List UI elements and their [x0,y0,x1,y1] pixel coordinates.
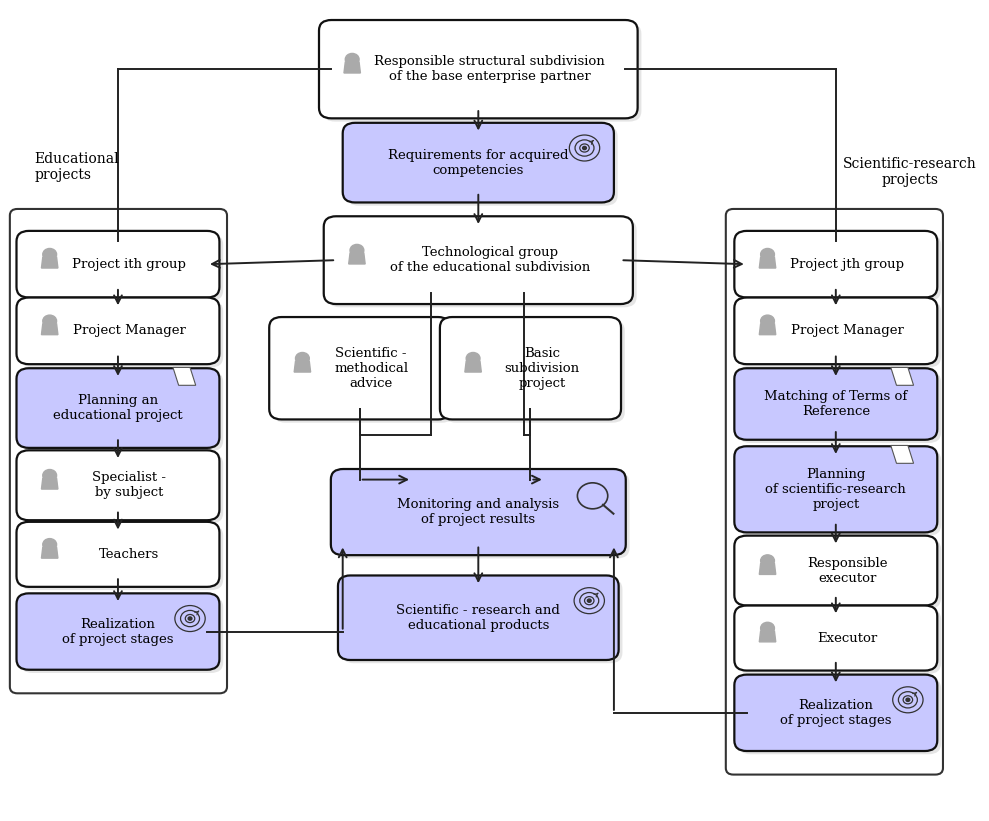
Circle shape [188,617,192,620]
FancyBboxPatch shape [269,317,450,420]
FancyBboxPatch shape [738,609,942,674]
Polygon shape [349,253,365,264]
Text: Project jth group: Project jth group [790,258,904,271]
Circle shape [761,315,774,327]
Circle shape [906,698,910,701]
Polygon shape [760,631,775,642]
FancyBboxPatch shape [738,300,942,368]
FancyBboxPatch shape [17,451,220,521]
Circle shape [43,249,56,260]
FancyBboxPatch shape [735,231,938,297]
Polygon shape [344,62,360,73]
Circle shape [296,352,310,365]
FancyBboxPatch shape [735,447,938,532]
FancyBboxPatch shape [273,320,454,423]
FancyBboxPatch shape [322,23,642,122]
Text: Responsible structural subdivision
of the base enterprise partner: Responsible structural subdivision of th… [374,55,605,83]
FancyBboxPatch shape [17,522,220,587]
FancyBboxPatch shape [343,123,614,203]
Circle shape [43,470,56,481]
Text: Project Manager: Project Manager [73,324,186,337]
FancyBboxPatch shape [323,216,633,304]
Circle shape [583,146,586,149]
FancyBboxPatch shape [738,371,942,443]
Text: Technological group
of the educational subdivision: Technological group of the educational s… [390,246,589,274]
Text: Educational
projects: Educational projects [35,152,119,181]
FancyBboxPatch shape [342,579,622,663]
FancyBboxPatch shape [319,20,638,118]
FancyBboxPatch shape [334,472,630,558]
Circle shape [466,352,480,365]
FancyBboxPatch shape [21,597,224,673]
FancyBboxPatch shape [21,234,224,300]
Text: Teachers: Teachers [99,548,159,561]
FancyBboxPatch shape [738,450,942,535]
FancyBboxPatch shape [21,525,224,590]
Text: Realization
of project stages: Realization of project stages [780,699,891,727]
Text: Realization
of project stages: Realization of project stages [62,617,174,645]
FancyBboxPatch shape [735,369,938,440]
FancyBboxPatch shape [735,535,938,606]
Text: Requirements for acquired
competencies: Requirements for acquired competencies [388,149,569,177]
Text: Scientific - research and
educational products: Scientific - research and educational pr… [397,603,560,631]
Text: Matching of Terms of
Reference: Matching of Terms of Reference [764,390,908,418]
Circle shape [761,622,774,634]
Text: Scientific -
methodical
advice: Scientific - methodical advice [334,346,408,390]
FancyBboxPatch shape [17,369,220,448]
Polygon shape [891,368,914,385]
Circle shape [587,599,591,603]
Text: Scientific-research
projects: Scientific-research projects [843,158,977,187]
Polygon shape [760,323,775,335]
FancyBboxPatch shape [21,453,224,524]
FancyBboxPatch shape [735,606,938,671]
Text: Monitoring and analysis
of project results: Monitoring and analysis of project resul… [398,498,560,526]
Polygon shape [760,257,775,268]
Text: Specialist -
by subject: Specialist - by subject [92,471,166,499]
FancyBboxPatch shape [346,126,618,206]
Text: Basic
subdivision
project: Basic subdivision project [504,346,580,390]
FancyBboxPatch shape [735,675,938,751]
FancyBboxPatch shape [738,678,942,754]
Circle shape [345,53,359,65]
Polygon shape [42,479,58,489]
Text: Executor: Executor [817,631,877,644]
FancyBboxPatch shape [738,234,942,300]
FancyBboxPatch shape [327,219,637,307]
Polygon shape [465,361,482,372]
Circle shape [761,249,774,260]
Circle shape [43,539,56,550]
Text: Project ith group: Project ith group [72,258,186,271]
Polygon shape [294,361,311,372]
Polygon shape [891,446,914,463]
Polygon shape [173,368,196,385]
FancyBboxPatch shape [738,539,942,609]
Polygon shape [42,257,58,268]
Polygon shape [42,548,58,558]
Circle shape [43,315,56,327]
Circle shape [761,555,774,566]
Text: Project Manager: Project Manager [791,324,904,337]
FancyBboxPatch shape [21,300,224,368]
FancyBboxPatch shape [735,297,938,365]
FancyBboxPatch shape [331,469,626,555]
FancyBboxPatch shape [21,371,224,451]
Text: Planning
of scientific-research
project: Planning of scientific-research project [765,468,906,511]
Text: Planning an
educational project: Planning an educational project [53,394,183,422]
FancyBboxPatch shape [17,231,220,297]
FancyBboxPatch shape [17,297,220,365]
FancyBboxPatch shape [440,317,621,420]
FancyBboxPatch shape [17,594,220,670]
FancyBboxPatch shape [444,320,625,423]
Text: Responsible
executor: Responsible executor [807,557,887,585]
Circle shape [350,245,364,256]
FancyBboxPatch shape [338,576,619,660]
Polygon shape [42,323,58,335]
Polygon shape [760,563,775,575]
